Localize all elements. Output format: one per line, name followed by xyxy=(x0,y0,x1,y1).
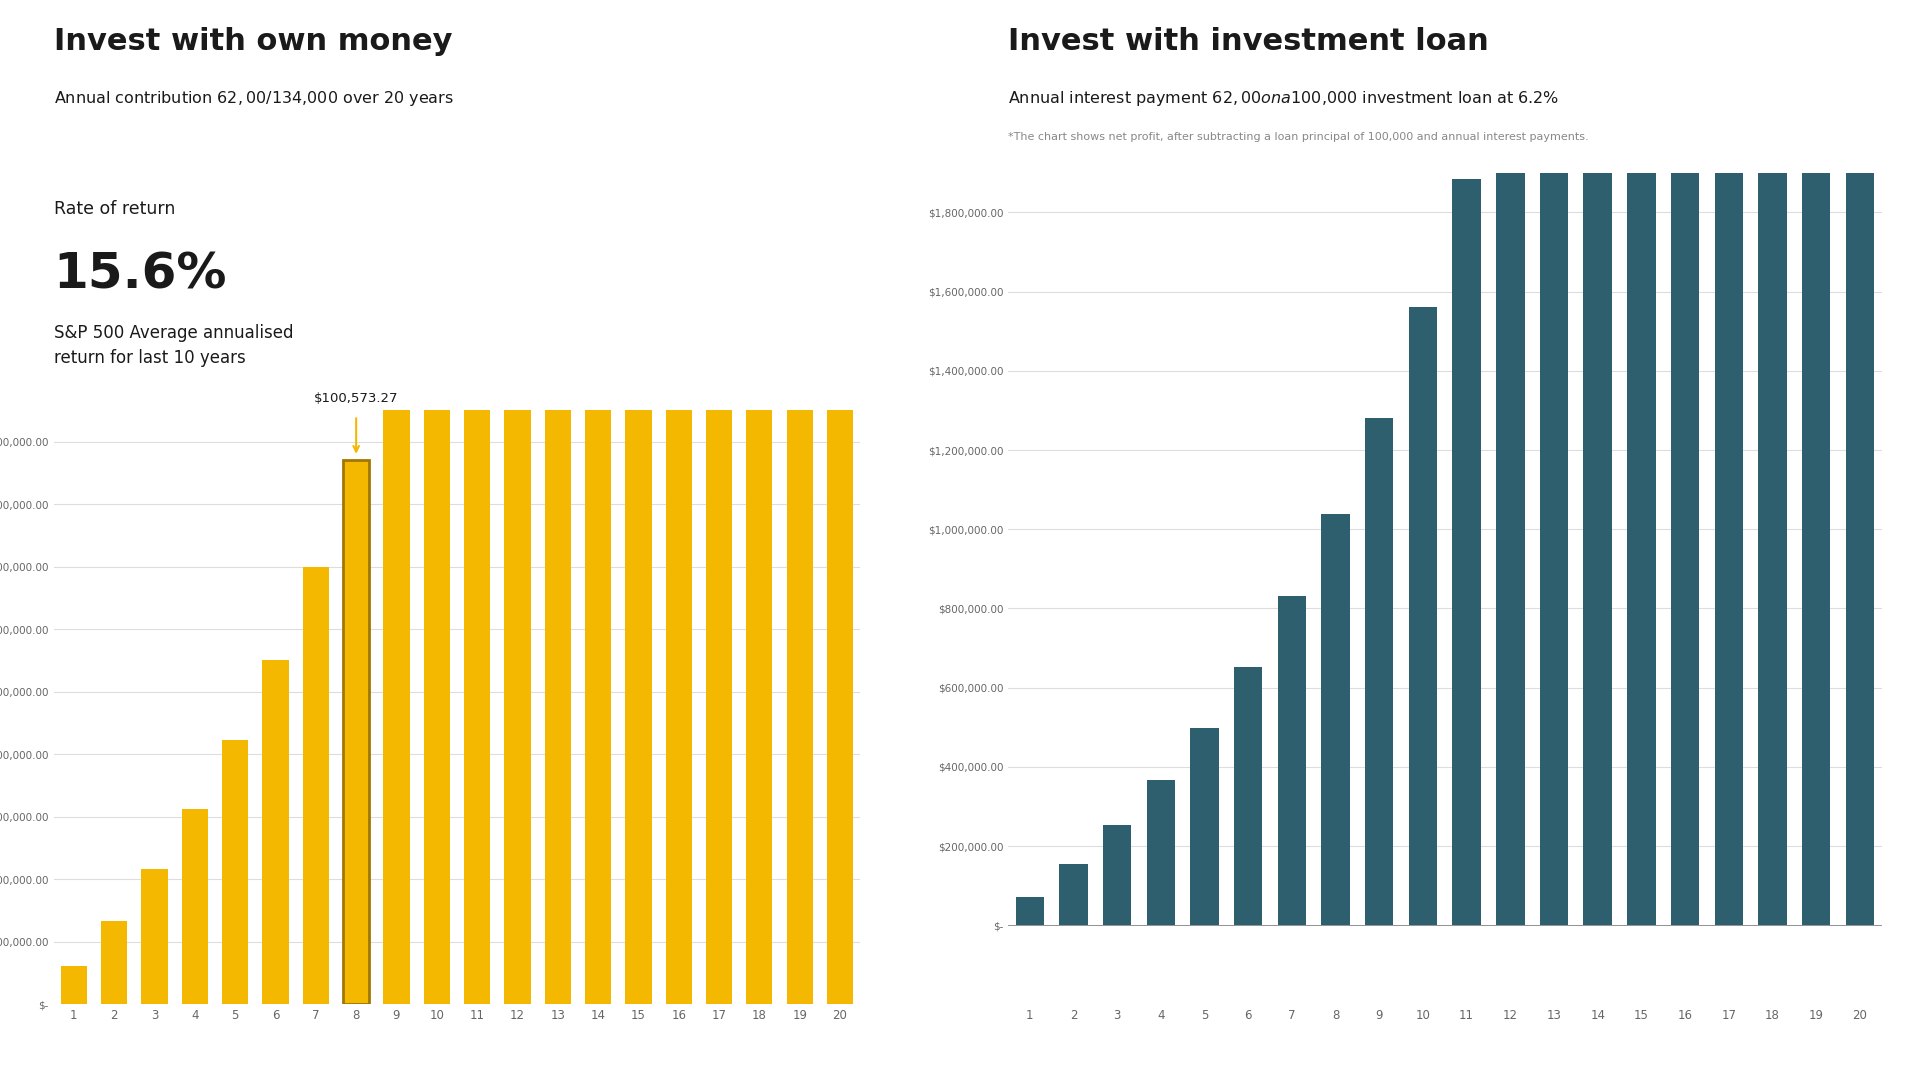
Text: Invest with own money: Invest with own money xyxy=(54,27,453,56)
Bar xyxy=(505,0,530,1004)
Text: Annual contribution $62,00/$134,000 over 20 years: Annual contribution $62,00/$134,000 over… xyxy=(54,89,453,108)
Bar xyxy=(1845,0,1874,926)
Bar xyxy=(61,966,86,1004)
Bar xyxy=(384,337,409,1004)
Bar xyxy=(1801,0,1830,926)
Bar xyxy=(1146,780,1175,926)
Bar xyxy=(263,660,288,1004)
Bar xyxy=(223,740,248,1004)
Bar xyxy=(182,809,207,1004)
Bar xyxy=(747,0,772,1004)
Bar xyxy=(1190,728,1219,926)
Text: S&P 500 Average annualised
return for last 10 years: S&P 500 Average annualised return for la… xyxy=(54,324,294,367)
Bar xyxy=(1670,0,1699,926)
Bar xyxy=(1540,0,1569,926)
Bar xyxy=(626,0,651,1004)
Bar xyxy=(1452,179,1480,926)
Bar xyxy=(1715,0,1743,926)
Bar xyxy=(142,869,167,1004)
Text: $100,573.27: $100,573.27 xyxy=(313,392,399,405)
Bar xyxy=(1584,0,1613,926)
Bar xyxy=(1365,418,1394,926)
Bar xyxy=(1759,0,1788,926)
Bar xyxy=(787,0,812,1004)
Text: 15.6%: 15.6% xyxy=(54,251,227,298)
Bar xyxy=(1016,896,1044,926)
Text: *The chart shows net profit, after subtracting a loan principal of 100,000 and a: *The chart shows net profit, after subtr… xyxy=(1008,132,1588,141)
Bar xyxy=(1060,864,1089,926)
Bar xyxy=(1409,307,1438,926)
Bar xyxy=(102,921,127,1004)
Bar xyxy=(1321,514,1350,926)
Bar xyxy=(666,0,691,1004)
Bar xyxy=(303,567,328,1004)
Text: Rate of return: Rate of return xyxy=(54,200,175,218)
Bar xyxy=(1626,0,1655,926)
Bar xyxy=(1496,30,1524,926)
Bar xyxy=(424,194,449,1004)
Bar xyxy=(465,29,490,1004)
Bar xyxy=(707,0,732,1004)
Bar xyxy=(1102,825,1131,926)
Text: Invest with investment loan: Invest with investment loan xyxy=(1008,27,1488,56)
Bar xyxy=(344,460,369,1004)
Bar xyxy=(586,0,611,1004)
Text: Annual interest payment $62,00 on a $100,000 investment loan at 6.2%: Annual interest payment $62,00 on a $100… xyxy=(1008,89,1559,108)
Bar xyxy=(1277,596,1306,926)
Bar xyxy=(545,0,570,1004)
Bar xyxy=(1235,666,1263,926)
Bar xyxy=(828,0,852,1004)
